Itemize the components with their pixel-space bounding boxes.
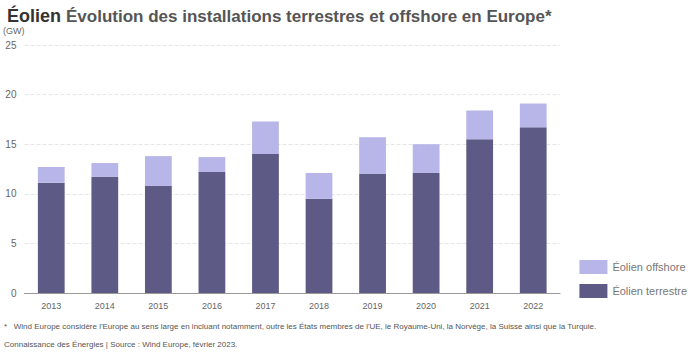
svg-text:2014: 2014 <box>95 301 115 311</box>
svg-text:20: 20 <box>5 89 17 100</box>
svg-text:2017: 2017 <box>255 301 275 311</box>
svg-text:2019: 2019 <box>363 301 383 311</box>
svg-text:Éolien: Éolien <box>7 5 61 26</box>
svg-text:Éolien terrestre: Éolien terrestre <box>612 285 687 297</box>
svg-text:2016: 2016 <box>202 301 222 311</box>
svg-text:Évolution des installations te: Évolution des installations terrestres e… <box>66 7 552 26</box>
svg-text:10: 10 <box>5 188 17 199</box>
svg-text:2015: 2015 <box>148 301 168 311</box>
svg-text:0: 0 <box>11 288 17 299</box>
svg-text:25: 25 <box>5 40 17 51</box>
svg-text:15: 15 <box>5 139 17 150</box>
svg-text:2020: 2020 <box>416 301 436 311</box>
svg-text:2013: 2013 <box>41 301 61 311</box>
svg-text:2021: 2021 <box>470 301 490 311</box>
svg-text:* Wind Europe considère l'Eu: * Wind Europe considère l'Europe au sens… <box>4 322 596 331</box>
svg-text:5: 5 <box>11 238 17 249</box>
svg-text:Éolien offshore: Éolien offshore <box>612 261 685 273</box>
svg-text:2018: 2018 <box>309 301 329 311</box>
svg-text:(GW): (GW) <box>3 26 25 36</box>
svg-text:2022: 2022 <box>523 301 543 311</box>
svg-text:Connaissance des Énergies | So: Connaissance des Énergies | Source : Win… <box>4 340 237 349</box>
